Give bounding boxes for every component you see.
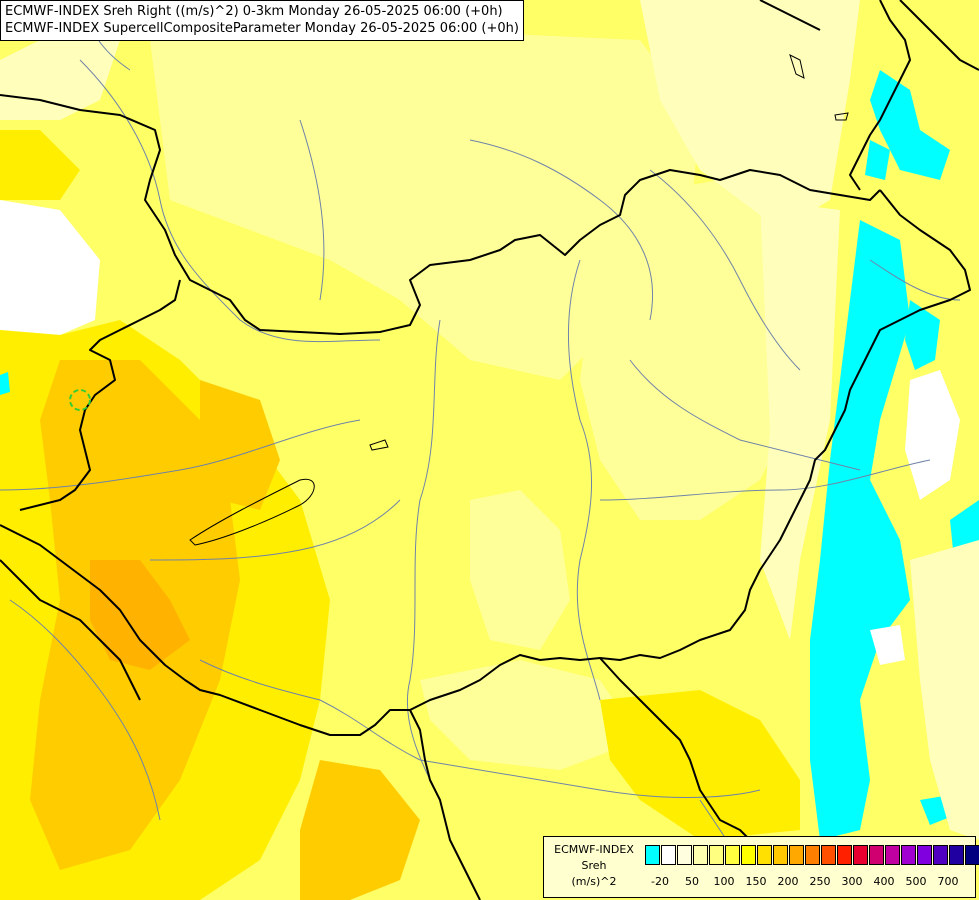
legend-tick-label: 50 [685, 875, 699, 888]
legend-tick-label: 300 [841, 875, 863, 888]
legend-tick-label: -20 [651, 875, 669, 888]
cyan-zone-east [810, 220, 910, 840]
pale-zone-far-east [910, 540, 979, 840]
lake-small-1 [369, 439, 389, 451]
legend-tick-label: 150 [745, 875, 767, 888]
pale-zone-northeast [640, 0, 860, 230]
legend-swatch [805, 845, 820, 865]
color-legend: ECMWF-INDEX Sreh (m/s)^2 -20 50 100 150 200 2… [543, 836, 979, 898]
orange-zone-west-2 [200, 380, 280, 510]
orange-zone-southcenter [300, 760, 420, 900]
cyan-spot-west [0, 372, 10, 395]
lake-small-3 [834, 112, 849, 121]
white-zone-west [0, 200, 100, 335]
legend-source: ECMWF-INDEX [554, 843, 634, 856]
legend-swatch [741, 845, 756, 865]
legend-swatch [757, 845, 772, 865]
legend-swatch [709, 845, 724, 865]
legend-swatch [901, 845, 916, 865]
lake-small-2 [789, 54, 805, 79]
legend-swatch [837, 845, 852, 865]
light-zone-east [580, 180, 820, 520]
legend-swatch [693, 845, 708, 865]
legend-tick-label: 250 [809, 875, 831, 888]
legend-tick-label: 100 [713, 875, 735, 888]
legend-tick-label: 700 [937, 875, 959, 888]
yellow-zone-north-west [0, 130, 80, 200]
deep-orange-zone [90, 560, 190, 670]
white-zone-far-east [870, 625, 905, 665]
light-zone-southcenter [420, 660, 640, 770]
white-zone-east-patch [905, 370, 960, 500]
legend-ticks: -20 50 100 150 200 250 300 400 500 700 [645, 875, 975, 889]
legend-swatch [869, 845, 884, 865]
map-title-box: ECMWF-INDEX Sreh Right ((m/s)^2) 0-3km M… [0, 0, 524, 41]
legend-swatch [645, 845, 660, 865]
legend-swatch [917, 845, 932, 865]
legend-swatch [885, 845, 900, 865]
legend-swatch [949, 845, 964, 865]
legend-tick-label: 500 [905, 875, 927, 888]
legend-swatch [661, 845, 676, 865]
cyan-zone-northeast [870, 70, 950, 180]
map-title-line-2: ECMWF-INDEX SupercellCompositeParameter … [5, 21, 519, 36]
map-title-line-1: ECMWF-INDEX Sreh Right ((m/s)^2) 0-3km M… [5, 4, 503, 19]
legend-swatch [853, 845, 868, 865]
legend-swatch [821, 845, 836, 865]
legend-swatch [773, 845, 788, 865]
light-zone-north [150, 30, 700, 380]
pale-zone-east-strip [760, 200, 840, 640]
scp-contour-marker [69, 389, 91, 411]
rivers [0, 0, 961, 891]
pale-zone-northwest [0, 30, 120, 120]
legend-tick-label: 200 [777, 875, 799, 888]
legend-param: Sreh [581, 859, 607, 872]
cyan-zone-northeast-2 [865, 140, 890, 180]
light-zone-center [470, 490, 570, 650]
legend-swatches [645, 845, 979, 865]
legend-swatch [789, 845, 804, 865]
yellow-zone-southeast [600, 690, 800, 840]
cyan-zone-east-2 [905, 300, 940, 370]
legend-tick-label: 400 [873, 875, 895, 888]
lake-balaton [189, 478, 315, 546]
legend-swatch [933, 845, 948, 865]
legend-swatch [965, 845, 979, 865]
legend-swatch [725, 845, 740, 865]
legend-unit: (m/s)^2 [571, 875, 617, 888]
legend-swatch [677, 845, 692, 865]
